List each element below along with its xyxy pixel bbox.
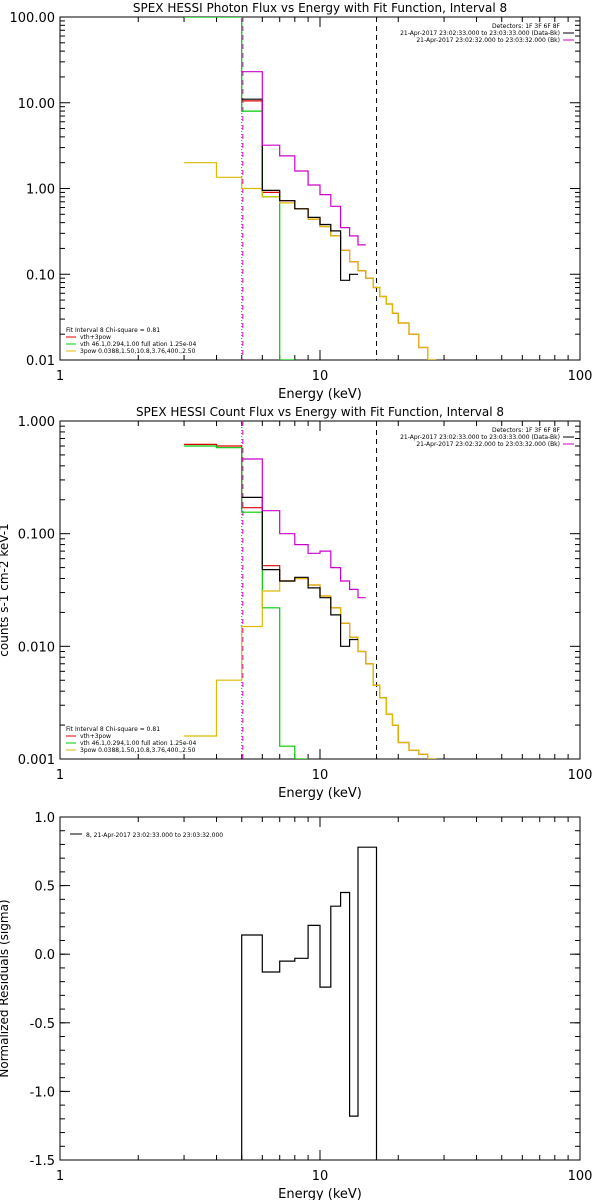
- x-tick-label: 100: [568, 369, 593, 384]
- x-tick-label: 10: [312, 768, 329, 783]
- y-tick-label: -1.0: [30, 1085, 55, 1100]
- legend-label: vth 46.1,0.294,1.00 full ation 1.25e-04: [80, 341, 196, 348]
- y-tick-label: 0.001: [18, 753, 55, 768]
- legend-label: 3pow 0.0388,1.50,10.8,3.76,400.,2.50: [80, 747, 196, 754]
- series-step-line-0: [241, 846, 378, 1160]
- series-step-line-4: [241, 71, 366, 246]
- y-tick-label: 1.0: [34, 811, 55, 826]
- series-step-line-3: [241, 98, 358, 281]
- plot-area: [184, 17, 437, 360]
- legend-label: vth 46.1,0.294,1.00 full ation 1.25e-04: [80, 740, 196, 747]
- y-tick-label: 0.5: [34, 880, 55, 895]
- legend-label: 21-Apr-2017 23:02:33.000 to 23:03:33.000…: [400, 30, 560, 37]
- chart-title: SPEX HESSI Photon Flux vs Energy with Fi…: [133, 1, 507, 15]
- y-tick-label: 0.010: [18, 640, 55, 655]
- count-flux-panel: SPEX HESSI Count Flux vs Energy with Fit…: [0, 405, 592, 801]
- x-tick-label: 1: [56, 1169, 64, 1184]
- x-axis-label: Energy (keV): [278, 387, 362, 402]
- plot-area: [184, 421, 437, 759]
- legend-label: Detectors: 1F 3F 6F 8F: [492, 427, 561, 434]
- chart-title: SPEX HESSI Count Flux vs Energy with Fit…: [136, 405, 504, 419]
- series-step-line-1: [184, 17, 295, 360]
- x-tick-label: 1: [56, 369, 64, 384]
- series-step-line-4: [241, 458, 366, 599]
- legend-label: 21-Apr-2017 23:02:32.000 to 23:03:32.000…: [416, 37, 560, 44]
- legend-label: vth+3pow: [80, 733, 111, 740]
- y-tick-label: 0.100: [18, 528, 55, 543]
- series-step-line-2: [184, 162, 437, 360]
- x-axis-label: Energy (keV): [278, 786, 362, 801]
- y-axis-label: counts s-1 cm-2 keV-1: [0, 523, 11, 656]
- x-tick-label: 100: [568, 1169, 593, 1184]
- legend-label: Fit Interval 8 Chi-square = 0.81: [66, 726, 160, 733]
- y-tick-label: -0.5: [30, 1017, 55, 1032]
- x-axis-label: Energy (keV): [278, 1187, 362, 1200]
- series-step-line-2: [184, 577, 437, 759]
- y-tick-label: 10.00: [18, 97, 55, 112]
- y-tick-label: 1.00: [26, 183, 55, 198]
- series-step-line-1: [184, 445, 309, 759]
- y-axis-label: Normalized Residuals (sigma): [0, 899, 11, 1077]
- y-tick-label: 0.10: [26, 268, 55, 283]
- series-step-line-0: [184, 443, 437, 759]
- x-tick-label: 10: [312, 1169, 329, 1184]
- x-tick-label: 100: [568, 768, 593, 783]
- legend-label: 21-Apr-2017 23:02:32.000 to 23:03:32.000…: [416, 441, 560, 448]
- y-tick-label: 100.00: [10, 11, 56, 26]
- legend-label: 8, 21-Apr-2017 23:02:33.000 to 23:03:32.…: [86, 832, 223, 839]
- x-tick-label: 10: [312, 369, 329, 384]
- series-step-line-3: [241, 496, 358, 647]
- residuals-panel: Energy (keV) Normalized Residuals (sigma…: [0, 811, 592, 1200]
- legend-label: Detectors: 1F 3F 6F 8F: [492, 23, 561, 30]
- legend-label: Fit Interval 8 Chi-square = 0.81: [66, 327, 160, 334]
- y-tick-label: 0.0: [34, 948, 55, 963]
- x-tick-label: 1: [56, 768, 64, 783]
- legend-label: 3pow 0.0388,1.50,10.8,3.76,400.,2.50: [80, 348, 196, 355]
- y-tick-label: 1.000: [18, 415, 55, 430]
- legend-label: 21-Apr-2017 23:02:33.000 to 23:03:33.000…: [400, 434, 560, 441]
- legend-label: vth+3pow: [80, 334, 111, 341]
- plot-area: [241, 846, 378, 1160]
- plot-frame: [59, 816, 581, 1161]
- y-tick-label: -1.5: [30, 1154, 55, 1169]
- photon-flux-panel: SPEX HESSI Photon Flux vs Energy with Fi…: [10, 1, 593, 402]
- y-tick-label: 0.01: [26, 354, 55, 369]
